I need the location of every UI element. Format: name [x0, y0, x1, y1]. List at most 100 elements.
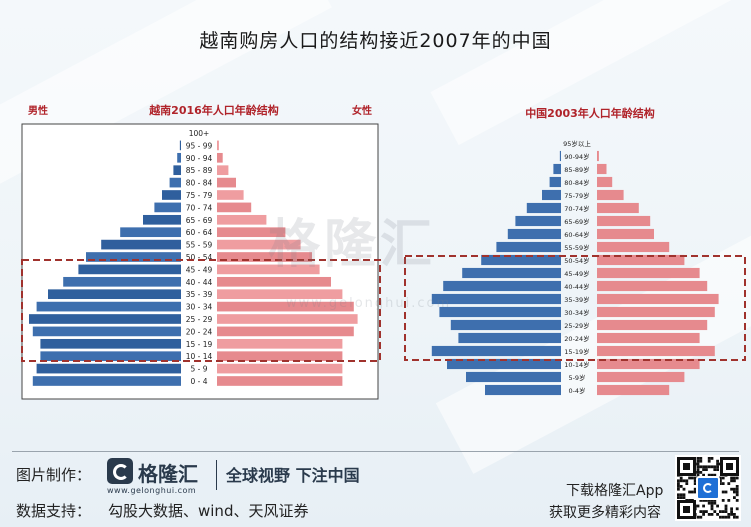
age-tick-label: 95 - 99 [186, 141, 213, 150]
age-tick-label: 70 - 74 [186, 203, 213, 212]
female-bar [217, 152, 223, 163]
female-bar [597, 267, 700, 279]
female-bar [217, 351, 343, 362]
watermark-logo: 格隆汇 [268, 215, 437, 275]
age-tick-label: 80 - 84 [186, 179, 213, 188]
male-bar [447, 358, 561, 370]
age-tick-label: 70-74岁 [564, 204, 589, 213]
male-bar [549, 176, 561, 188]
male-bar [526, 202, 561, 214]
age-tick-label: 50-54岁 [564, 256, 589, 265]
age-tick-label: 15 - 19 [186, 340, 213, 349]
male-bar [443, 280, 561, 292]
male-bar [553, 163, 561, 175]
male-bar [36, 301, 181, 312]
logo-divider [216, 460, 217, 490]
male-bar [481, 254, 561, 266]
male-bar [36, 363, 181, 374]
female-bar [597, 306, 715, 318]
male-bar [86, 252, 181, 262]
female-bar [597, 371, 685, 383]
age-tick-label: 35 - 39 [186, 290, 213, 299]
age-tick-label: 85-89岁 [564, 165, 589, 174]
female-bar [217, 239, 301, 250]
qr-code-icon[interactable] [675, 455, 741, 521]
age-tick-label: 90-94岁 [564, 152, 589, 161]
female-axis-label: 女性 [352, 104, 372, 117]
chart-title: 中国2003年人口年龄结构 [525, 106, 655, 120]
female-bar [597, 319, 708, 331]
male-bar [169, 177, 181, 188]
male-bar [101, 239, 181, 250]
age-tick-label: 55-59岁 [564, 243, 589, 252]
female-bar [217, 190, 244, 200]
male-bar [485, 384, 561, 396]
age-tick-label: 35-39岁 [564, 295, 589, 304]
app-badge-icon [696, 476, 720, 500]
female-bar [217, 326, 354, 337]
made-by-label: 图片制作： [16, 466, 92, 484]
male-bar [48, 289, 181, 300]
age-tick-label: 60 - 64 [186, 228, 213, 237]
age-tick-label: 15-19岁 [564, 347, 589, 356]
male-bar [450, 319, 561, 331]
male-bar [32, 326, 181, 337]
female-bar [217, 140, 219, 151]
male-bar [78, 264, 181, 275]
age-tick-label: 50 - 54 [186, 253, 213, 262]
female-bar [597, 332, 700, 344]
age-tick-label: 55 - 59 [186, 241, 213, 250]
age-tick-label: 60-64岁 [564, 230, 589, 239]
watermark-url: www.gelonghui.com [286, 296, 452, 311]
male-bar [32, 376, 181, 386]
age-tick-label: 0 - 4 [190, 377, 207, 386]
male-bar [162, 190, 181, 200]
female-bar [217, 301, 354, 312]
age-tick-label: 30 - 34 [186, 303, 213, 312]
female-bar [217, 376, 343, 386]
female-bar [597, 254, 685, 266]
slogan: 全球视野 下注中国 [226, 466, 360, 485]
male-bar [515, 215, 561, 227]
female-bar [597, 189, 624, 201]
female-bar [217, 314, 358, 324]
female-bar [597, 176, 613, 188]
age-tick-label: 10 - 14 [186, 352, 213, 361]
age-tick-label: 80-84岁 [564, 178, 589, 187]
female-bar [597, 384, 670, 396]
age-tick-label: 25 - 29 [186, 315, 213, 324]
male-bar [143, 214, 181, 225]
page-title: 越南购房人口的结构接近2007年的中国 [199, 30, 552, 52]
age-tick-label: 40 - 44 [186, 278, 213, 287]
female-bar [217, 338, 343, 349]
female-bar [217, 165, 229, 176]
age-tick-label: 40-44岁 [564, 282, 589, 291]
chart-title: 越南2016年人口年龄结构 [148, 103, 279, 117]
age-tick-label: 45-49岁 [564, 269, 589, 278]
age-tick-label: 75-79岁 [564, 191, 589, 200]
male-bar [466, 371, 561, 383]
female-bar [217, 252, 312, 262]
female-bar [597, 358, 700, 370]
female-bar [217, 227, 286, 238]
age-tick-label: 75 - 79 [186, 191, 213, 200]
male-bar [177, 152, 181, 163]
age-tick-label: 5 - 9 [190, 365, 207, 374]
age-tick-label: 5-9岁 [568, 373, 585, 382]
age-tick-label: 20-24岁 [564, 334, 589, 343]
male-bar [507, 228, 561, 240]
female-bar [597, 163, 607, 175]
male-bar [120, 227, 181, 238]
male-bar [559, 150, 561, 162]
gelonghui-logo-icon [107, 458, 133, 484]
male-bar [542, 189, 561, 201]
age-tick-label: 85 - 89 [186, 166, 213, 175]
age-tick-label: 30-34岁 [564, 308, 589, 317]
age-tick-label: 65 - 69 [186, 216, 213, 225]
female-bar [217, 289, 343, 300]
age-tick-label: 90 - 94 [186, 154, 213, 163]
logo-name: 格隆汇 [138, 462, 198, 486]
age-tick-label: 10-14岁 [564, 360, 589, 369]
data-source-label: 数据支持： [16, 502, 92, 520]
